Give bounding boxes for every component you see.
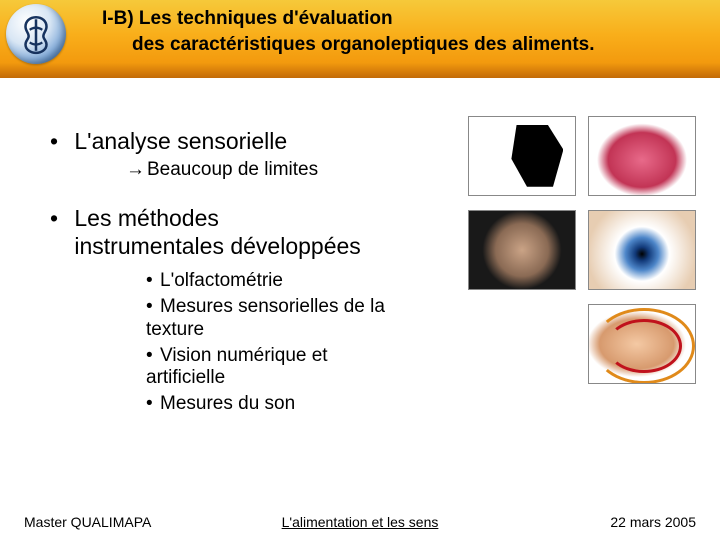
bullet-1-text: L'analyse sensorielle (74, 128, 287, 154)
eye-image (588, 210, 696, 290)
sub-item: •Mesures sensorielles de la texture (146, 296, 406, 342)
bullet-1-sub-text: Beaucoup de limites (147, 159, 318, 180)
sub-item-text: Mesures sensorielles de la texture (146, 296, 385, 340)
footer-left: Master QUALIMAPA (24, 514, 151, 530)
logo-glyph-icon (15, 13, 57, 55)
slide-title: I-B) Les techniques d'évaluation des car… (102, 6, 595, 57)
sub-item-text: L'olfactométrie (160, 270, 283, 291)
sub-item: •Mesures du son (146, 393, 406, 416)
sub-item: •Vision numérique et artificielle (146, 345, 406, 391)
image-row (446, 304, 696, 384)
lips-image (588, 116, 696, 196)
title-line-1: I-B) Les techniques d'évaluation (102, 8, 393, 29)
sub-item-text: Mesures du son (160, 393, 295, 414)
image-row (446, 116, 696, 196)
bullet-marker: • (146, 296, 160, 319)
footer-right: 22 mars 2005 (610, 514, 696, 530)
image-row (446, 210, 696, 290)
bullet-marker: • (146, 393, 160, 416)
bullet-marker: • (146, 270, 160, 293)
footer-center-link[interactable]: L'alimentation et les sens (282, 514, 439, 530)
sub-item-text: Vision numérique et artificielle (146, 345, 328, 389)
nose-smell-image (468, 116, 576, 196)
sub-item: •L'olfactométrie (146, 270, 406, 293)
arrow-icon: → (126, 159, 145, 180)
logo-badge (6, 4, 66, 64)
bullet-marker: • (50, 128, 68, 155)
bullet-marker: • (50, 205, 68, 233)
bullet-2-text: Les méthodes instrumentales développées (74, 205, 374, 260)
ear-sound-image (588, 304, 696, 384)
bullet-marker: • (146, 345, 160, 368)
hand-touch-image (468, 210, 576, 290)
title-line-2: des caractéristiques organoleptiques des… (102, 32, 595, 58)
footer: Master QUALIMAPA L'alimentation et les s… (0, 514, 720, 530)
image-column (446, 116, 696, 398)
